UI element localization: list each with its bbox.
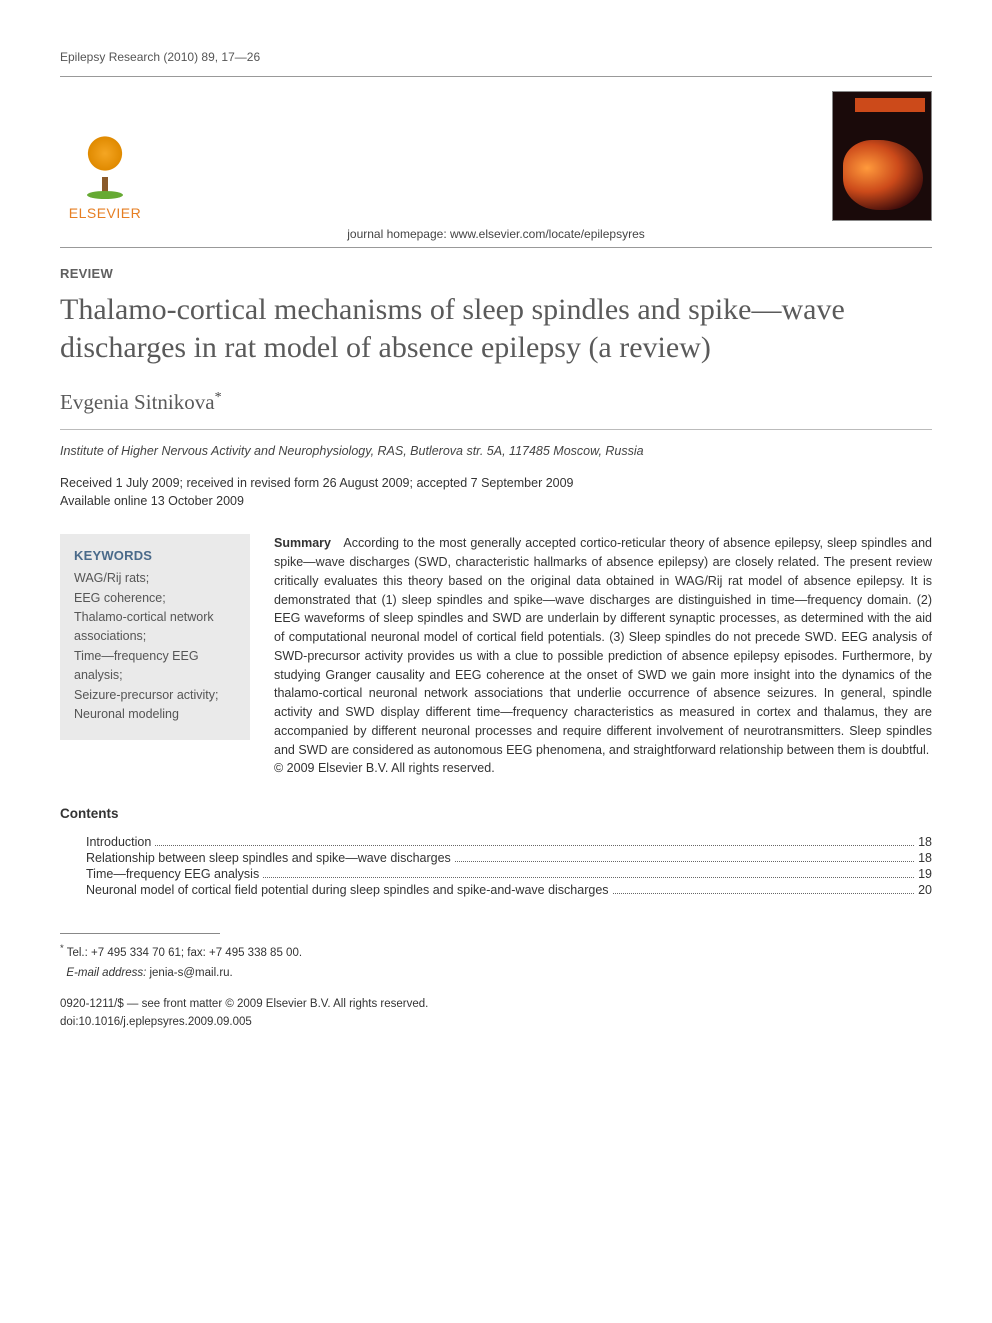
dates-line2: Available online 13 October 2009 xyxy=(60,492,932,510)
toc-label: Relationship between sleep spindles and … xyxy=(60,851,451,865)
toc-label: Introduction xyxy=(60,835,151,849)
rule-top xyxy=(60,76,932,77)
journal-homepage: journal homepage: www.elsevier.com/locat… xyxy=(60,227,932,241)
toc-page: 19 xyxy=(918,867,932,881)
dates-line1: Received 1 July 2009; received in revise… xyxy=(60,474,932,492)
email-label: E-mail address: xyxy=(66,967,146,979)
footnote-tel: Tel.: +7 495 334 70 61; fax: +7 495 338 … xyxy=(67,947,302,959)
toc-page: 18 xyxy=(918,851,932,865)
footnote-rule xyxy=(60,933,220,934)
summary-body: According to the most generally accepted… xyxy=(274,536,932,756)
author-name: Evgenia Sitnikova* xyxy=(60,390,932,415)
toc-row: Neuronal model of cortical field potenti… xyxy=(60,883,932,897)
running-head: Epilepsy Research (2010) 89, 17—26 xyxy=(60,50,932,64)
affiliation: Institute of Higher Nervous Activity and… xyxy=(60,444,932,458)
email-footnote: E-mail address: jenia-s@mail.ru. xyxy=(60,965,932,982)
copyright-block: 0920-1211/$ — see front matter © 2009 El… xyxy=(60,996,932,1031)
footnote-mark: * xyxy=(60,943,64,954)
toc-leader-dots xyxy=(613,893,915,894)
keywords-box: KEYWORDS WAG/Rij rats; EEG coherence; Th… xyxy=(60,534,250,740)
page: Epilepsy Research (2010) 89, 17—26 ELSEV… xyxy=(0,0,992,1071)
keywords-heading: KEYWORDS xyxy=(74,548,236,563)
article-type-label: REVIEW xyxy=(60,266,932,281)
toc-page: 18 xyxy=(918,835,932,849)
author-text: Evgenia Sitnikova xyxy=(60,390,215,414)
contents-heading: Contents xyxy=(60,806,932,821)
author-affil-mark: * xyxy=(215,390,222,405)
doi-line: doi:10.1016/j.eplepsyres.2009.09.005 xyxy=(60,1014,932,1031)
toc: Introduction 18 Relationship between sle… xyxy=(60,835,932,897)
summary-copyright: © 2009 Elsevier B.V. All rights reserved… xyxy=(274,761,495,775)
rule-under-header xyxy=(60,247,932,248)
toc-page: 20 xyxy=(918,883,932,897)
elsevier-tree-icon xyxy=(75,129,135,199)
toc-row: Time—frequency EEG analysis 19 xyxy=(60,867,932,881)
history-dates: Received 1 July 2009; received in revise… xyxy=(60,474,932,510)
journal-cover-thumbnail xyxy=(832,91,932,221)
summary-block: Summary According to the most generally … xyxy=(274,534,932,778)
toc-label: Neuronal model of cortical field potenti… xyxy=(60,883,609,897)
publisher-name: ELSEVIER xyxy=(69,205,141,221)
email-address: jenia-s@mail.ru. xyxy=(149,967,232,979)
abstract-row: KEYWORDS WAG/Rij rats; EEG coherence; Th… xyxy=(60,534,932,778)
copyright-line1: 0920-1211/$ — see front matter © 2009 El… xyxy=(60,996,932,1013)
article-title: Thalamo-cortical mechanisms of sleep spi… xyxy=(60,291,932,366)
toc-row: Relationship between sleep spindles and … xyxy=(60,851,932,865)
toc-leader-dots xyxy=(263,877,914,878)
corresponding-footnote: * Tel.: +7 495 334 70 61; fax: +7 495 33… xyxy=(60,942,932,962)
header-row: ELSEVIER xyxy=(60,91,932,221)
rule-under-author xyxy=(60,429,932,430)
toc-leader-dots xyxy=(155,845,914,846)
toc-label: Time—frequency EEG analysis xyxy=(60,867,259,881)
keywords-list: WAG/Rij rats; EEG coherence; Thalamo-cor… xyxy=(74,569,236,724)
toc-leader-dots xyxy=(455,861,914,862)
toc-row: Introduction 18 xyxy=(60,835,932,849)
publisher-logo-block: ELSEVIER xyxy=(60,129,150,221)
summary-label: Summary xyxy=(274,536,331,550)
